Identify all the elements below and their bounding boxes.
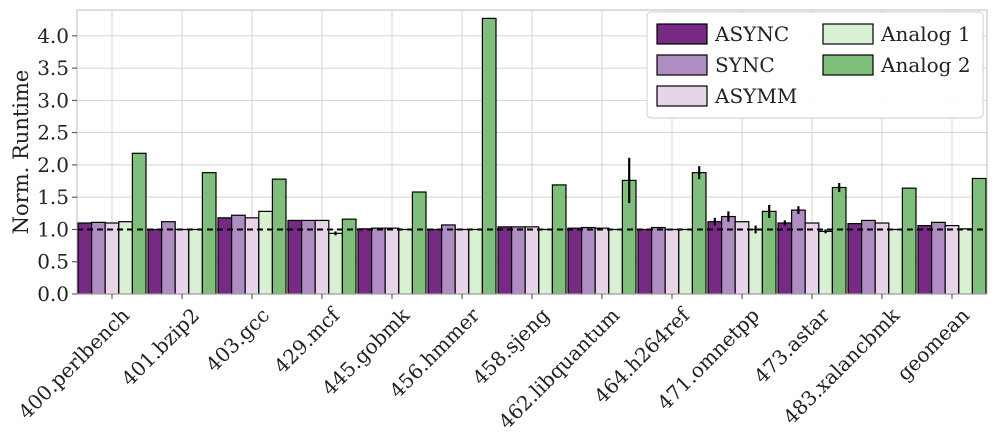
bar-async-464-h264ref: [637, 228, 653, 295]
x-tick-label: 400.perlbench: [13, 303, 134, 424]
bar-asymm-445-gobmk: [384, 227, 400, 295]
bar-analog-1-458-sjeng: [538, 228, 553, 295]
bar-asymm-462-libquantum: [594, 227, 610, 295]
legend-box: [646, 11, 984, 119]
legend-swatch: [656, 85, 708, 107]
legend-label: Analog 1: [880, 22, 971, 46]
bar-analog-1-400-perlbench: [118, 221, 134, 295]
y-tick-label: 4.0: [37, 24, 69, 48]
bar-asymm-471-omnetpp: [734, 221, 750, 295]
bar-async-445-gobmk: [357, 228, 373, 295]
bar-sync-geomean: [930, 221, 946, 295]
legend-swatch: [656, 54, 708, 76]
y-tick-label: 1.5: [37, 185, 69, 209]
bar-async-458-sjeng: [497, 226, 513, 295]
bar-analog-2-471-omnetpp: [761, 210, 777, 295]
legend-swatch: [822, 23, 874, 45]
bar-sync-473-astar: [790, 209, 806, 295]
bar-analog-2-458-sjeng: [551, 184, 567, 295]
bar-analog-2-473-astar: [831, 186, 847, 295]
y-tick-label: 2.0: [37, 153, 69, 177]
y-tick-label: 3.0: [37, 88, 69, 112]
bar-asymm-458-sjeng: [524, 226, 540, 295]
legend-label: ASYMM: [714, 84, 797, 108]
bar-analog-2-445-gobmk: [411, 191, 427, 295]
bar-analog-2-456-hmmer: [481, 17, 497, 295]
bar-async-456-hmmer: [427, 228, 443, 295]
bar-analog-1-401-bzip2: [188, 228, 204, 295]
x-tick-label: geomean: [892, 303, 974, 385]
y-tick-label: 3.5: [37, 56, 69, 80]
bar-analog-1-geomean: [958, 228, 973, 295]
bar-analog-1-403-gcc: [258, 210, 273, 295]
bar-sync-462-libquantum: [580, 226, 596, 295]
y-axis-title: Norm. Runtime: [9, 70, 33, 235]
bar-analog-1-462-libquantum: [608, 228, 623, 295]
bar-analog-2-401-bzip2: [201, 172, 217, 295]
bar-async-401-bzip2: [147, 228, 163, 295]
bar-sync-400-perlbench: [90, 221, 106, 295]
bar-sync-445-gobmk: [371, 227, 386, 295]
bar-analog-1-456-hmmer: [468, 228, 483, 295]
bar-sync-429-mcf: [301, 219, 316, 295]
bar-sync-458-sjeng: [511, 226, 526, 295]
bar-analog-2-403-gcc: [271, 178, 287, 295]
bar-async-429-mcf: [287, 219, 303, 295]
y-tick-label: 2.5: [37, 121, 69, 145]
legend-swatch: [656, 23, 708, 45]
x-tick-label: 483.xalancbmk: [778, 303, 905, 430]
bar-async-473-astar: [777, 222, 793, 295]
x-tick-label: 403.gcc: [201, 303, 274, 376]
bar-asymm-483-xalancbmk: [874, 222, 890, 295]
bar-async-400-perlbench: [77, 222, 93, 295]
bar-asymm-456-hmmer: [454, 228, 470, 295]
bar-async-471-omnetpp: [707, 221, 723, 295]
bar-asymm-400-perlbench: [104, 222, 120, 295]
legend-label: ASYNC: [714, 22, 789, 46]
bar-async-geomean: [917, 224, 933, 295]
legend-label: Analog 2: [880, 53, 971, 77]
bar-analog-1-445-gobmk: [398, 228, 413, 295]
bar-asymm-429-mcf: [314, 219, 330, 295]
bar-analog-2-geomean: [971, 177, 987, 295]
bar-analog-1-464-h264ref: [678, 228, 693, 295]
legend-swatch: [822, 54, 874, 76]
bar-async-462-libquantum: [567, 227, 583, 295]
bar-analog-2-483-xalancbmk: [901, 187, 917, 295]
bar-analog-1-483-xalancbmk: [888, 228, 903, 295]
x-tick-label: 462.libquantum: [494, 303, 624, 433]
bar-sync-483-xalancbmk: [860, 219, 876, 295]
y-tick-label: 0.0: [37, 282, 69, 306]
bar-analog-2-400-perlbench: [131, 152, 147, 295]
legend-label: SYNC: [715, 53, 775, 77]
bar-sync-464-h264ref: [650, 226, 666, 295]
bar-asymm-401-bzip2: [174, 228, 190, 295]
bar-asymm-464-h264ref: [664, 228, 680, 295]
bar-analog-1-473-astar: [818, 230, 833, 295]
y-tick-label: 1.0: [37, 217, 69, 241]
bar-asymm-473-astar: [804, 222, 820, 295]
bar-sync-471-omnetpp: [720, 215, 736, 295]
bar-async-483-xalancbmk: [847, 223, 863, 295]
y-tick-label: 0.5: [37, 250, 69, 274]
bar-sync-456-hmmer: [441, 224, 456, 295]
bar-asymm-geomean: [944, 224, 960, 295]
bar-sync-403-gcc: [231, 214, 246, 295]
bar-sync-401-bzip2: [161, 221, 176, 295]
bar-analog-2-464-h264ref: [691, 172, 707, 295]
bar-analog-1-471-omnetpp: [748, 228, 763, 295]
bar-analog-1-429-mcf: [328, 232, 343, 295]
